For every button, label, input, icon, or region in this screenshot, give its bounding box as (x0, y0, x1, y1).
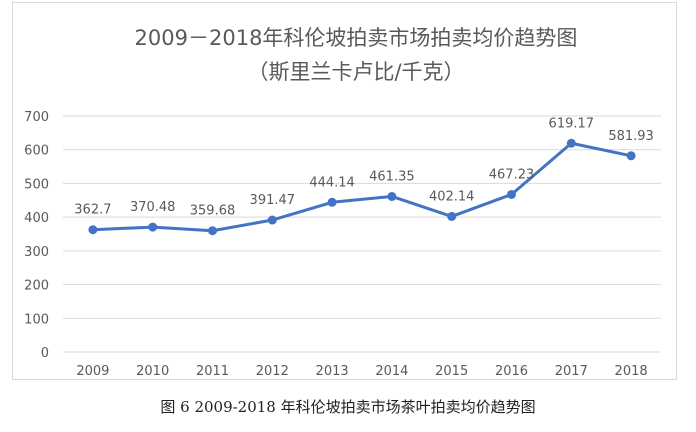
x-axis-ticks: 2009 2010 2011 2012 2013 2014 2015 2016 2017 2018 (76, 364, 647, 379)
data-point (148, 222, 158, 232)
data-label: 461.35 (369, 169, 415, 184)
data-label: 391.47 (250, 193, 296, 208)
data-point (447, 211, 457, 221)
data-label: 402.14 (429, 189, 475, 204)
chart-title: 2009－2018年科伦坡拍卖市场拍卖均价趋势图 (135, 26, 578, 50)
x-tick-label: 2018 (615, 364, 648, 379)
data-point (267, 215, 277, 225)
y-tick-label: 600 (24, 144, 49, 159)
y-tick-label: 100 (24, 312, 49, 327)
x-tick-label: 2009 (76, 364, 109, 379)
x-tick-label: 2010 (136, 364, 169, 379)
data-point (566, 138, 576, 148)
y-axis-ticks: 0 100 200 300 400 500 600 700 (24, 110, 49, 361)
x-tick-label: 2016 (495, 364, 528, 379)
data-label: 359.68 (190, 204, 236, 219)
data-point (387, 191, 397, 201)
x-tick-label: 2017 (555, 364, 588, 379)
x-tick-label: 2014 (375, 364, 408, 379)
data-point (507, 189, 516, 199)
y-tick-label: 500 (24, 177, 49, 192)
chart-area: 2009－2018年科伦坡拍卖市场拍卖均价趋势图 （斯里兰卡卢比/千克） 0 10… (12, 2, 677, 380)
data-point (626, 151, 636, 161)
data-label: 370.48 (130, 200, 176, 215)
x-tick-label: 2012 (256, 364, 289, 379)
data-labels: 362.7 370.48 359.68 391.47 444.14 461.35 402.1… (74, 116, 654, 218)
y-tick-label: 400 (24, 211, 49, 226)
y-tick-label: 0 (41, 346, 49, 361)
figure-caption: 图 6 2009-2018 年科伦坡拍卖市场茶叶拍卖均价趋势图 (160, 398, 536, 416)
line-chart: 2009－2018年科伦坡拍卖市场拍卖均价趋势图 （斯里兰卡卢比/千克） 0 10… (24, 26, 661, 379)
data-point (208, 226, 217, 236)
x-tick-label: 2011 (196, 364, 229, 379)
data-point (88, 225, 98, 235)
y-tick-label: 200 (24, 279, 49, 294)
data-label: 619.17 (549, 116, 595, 131)
data-label: 444.14 (309, 175, 355, 190)
gridlines (63, 115, 661, 353)
data-label: 362.7 (74, 203, 111, 218)
data-label: 467.23 (489, 167, 535, 182)
data-point (327, 197, 337, 207)
x-tick-label: 2013 (316, 364, 349, 379)
x-tick-label: 2015 (435, 364, 468, 379)
y-tick-label: 700 (24, 110, 49, 125)
series (88, 138, 636, 236)
data-label: 581.93 (608, 129, 654, 144)
y-tick-label: 300 (24, 245, 49, 260)
chart-subtitle: （斯里兰卡卢比/千克） (247, 60, 464, 84)
series-line (91, 141, 633, 233)
